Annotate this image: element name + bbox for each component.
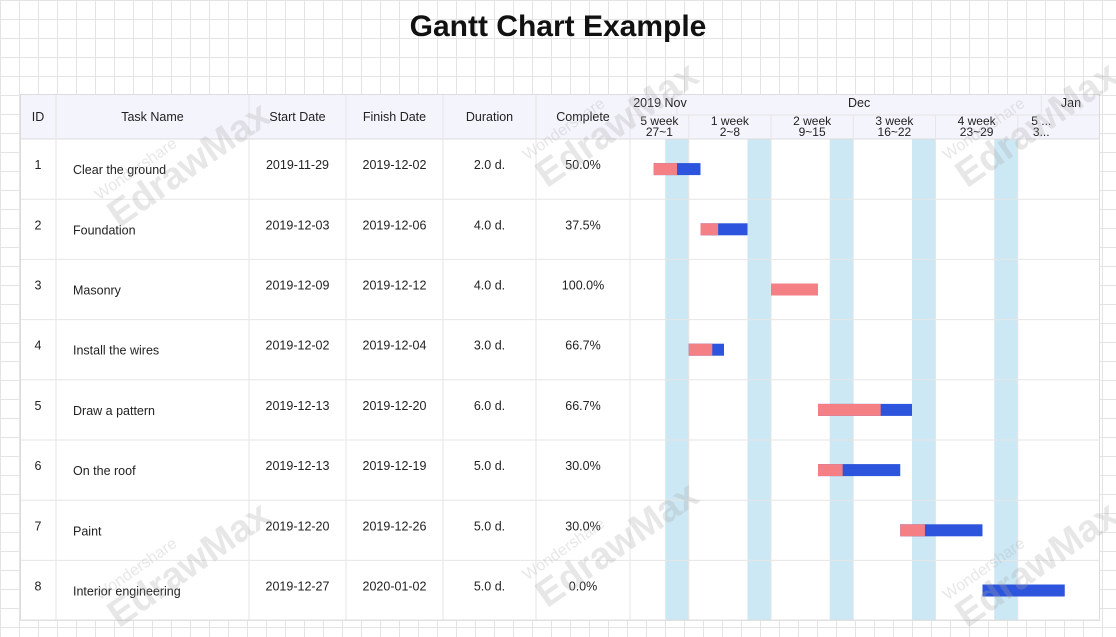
task-finish-date: 2019-12-26 <box>363 519 427 533</box>
task-id: 3 <box>35 279 42 293</box>
task-bar-completed <box>688 343 713 356</box>
task-bar-completed <box>653 163 677 176</box>
week-label: 1 week <box>711 114 750 128</box>
task-duration: 5.0 d. <box>474 459 505 473</box>
task-start-date: 2019-12-13 <box>266 459 330 473</box>
week-label: 2 week <box>793 114 832 128</box>
header-complete: Complete <box>556 110 610 124</box>
task-bar-completed <box>818 464 843 477</box>
task-start-date: 2019-12-20 <box>266 519 330 533</box>
task-start-date: 2019-12-03 <box>266 218 330 232</box>
task-duration: 3.0 d. <box>474 339 505 353</box>
task-name: Masonry <box>73 284 122 298</box>
task-start-date: 2019-12-02 <box>266 339 330 353</box>
week-label: 4 week <box>958 114 997 128</box>
task-id: 4 <box>35 339 42 353</box>
task-name: Interior engineering <box>73 585 181 599</box>
task-id: 2 <box>35 218 42 232</box>
task-bar-remaining <box>982 584 1065 597</box>
task-duration: 2.0 d. <box>474 158 505 172</box>
task-start-date: 2019-11-29 <box>266 158 329 172</box>
task-finish-date: 2019-12-02 <box>363 158 427 172</box>
month-label: 2019 Nov <box>633 96 687 110</box>
week-range-label: 3... <box>1033 125 1050 139</box>
month-label: Jan <box>1061 96 1081 110</box>
task-duration: 4.0 d. <box>474 279 505 293</box>
task-duration: 4.0 d. <box>474 218 505 232</box>
header-finish-date: Finish Date <box>363 110 426 124</box>
task-id: 7 <box>35 519 42 533</box>
header-background <box>20 94 1100 139</box>
week-range-label: 16~22 <box>878 125 912 139</box>
task-complete: 66.7% <box>565 339 600 353</box>
task-bar-completed <box>900 524 925 537</box>
task-complete: 30.0% <box>565 519 600 533</box>
task-finish-date: 2020-01-02 <box>363 580 427 594</box>
week-label: 5 ... <box>1031 114 1051 128</box>
task-start-date: 2019-12-13 <box>266 399 330 413</box>
header-duration: Duration <box>466 110 513 124</box>
task-bar-completed <box>818 403 881 416</box>
task-duration: 6.0 d. <box>474 399 505 413</box>
header-task-name: Task Name <box>121 110 184 124</box>
task-complete: 66.7% <box>565 399 600 413</box>
task-name: Clear the ground <box>73 163 166 177</box>
chart-title: Gantt Chart Example <box>409 10 707 43</box>
task-complete: 30.0% <box>565 459 600 473</box>
task-id: 1 <box>35 158 42 172</box>
task-finish-date: 2019-12-12 <box>363 279 427 293</box>
task-name: Install the wires <box>73 344 159 358</box>
gantt-chart: ID Task Name Start Date Finish Date Duration… <box>20 94 1100 621</box>
task-finish-date: 2019-12-04 <box>363 339 427 353</box>
task-duration: 5.0 d. <box>474 519 505 533</box>
task-start-date: 2019-12-09 <box>266 279 330 293</box>
week-range-label: 9~15 <box>799 125 826 139</box>
task-complete: 50.0% <box>565 158 600 172</box>
header-id: ID <box>32 110 45 124</box>
task-bar-completed <box>771 283 818 296</box>
task-id: 8 <box>35 580 42 594</box>
week-range-label: 2~8 <box>720 125 741 139</box>
task-duration: 5.0 d. <box>474 580 505 594</box>
week-range-label: 23~29 <box>960 125 994 139</box>
chart-border <box>20 94 1100 621</box>
task-start-date: 2019-12-27 <box>266 580 330 594</box>
task-bar-completed <box>700 223 719 236</box>
task-name: On the roof <box>73 464 136 478</box>
task-complete: 37.5% <box>565 218 600 232</box>
task-name: Foundation <box>73 223 136 237</box>
task-id: 6 <box>35 459 42 473</box>
month-label: Dec <box>848 96 870 110</box>
week-label: 3 week <box>875 114 914 128</box>
week-label: 5 week <box>640 114 679 128</box>
task-finish-date: 2019-12-20 <box>363 399 427 413</box>
header-start-date: Start Date <box>269 110 325 124</box>
task-name: Draw a pattern <box>73 404 155 418</box>
task-finish-date: 2019-12-06 <box>363 218 427 232</box>
task-finish-date: 2019-12-19 <box>363 459 427 473</box>
gantt-svg: ID Task Name Start Date Finish Date Duration… <box>20 94 1100 621</box>
task-complete: 100.0% <box>562 279 604 293</box>
task-complete: 0.0% <box>569 580 598 594</box>
task-name: Paint <box>73 524 102 538</box>
week-range-label: 27~1 <box>646 125 673 139</box>
task-id: 5 <box>35 399 42 413</box>
